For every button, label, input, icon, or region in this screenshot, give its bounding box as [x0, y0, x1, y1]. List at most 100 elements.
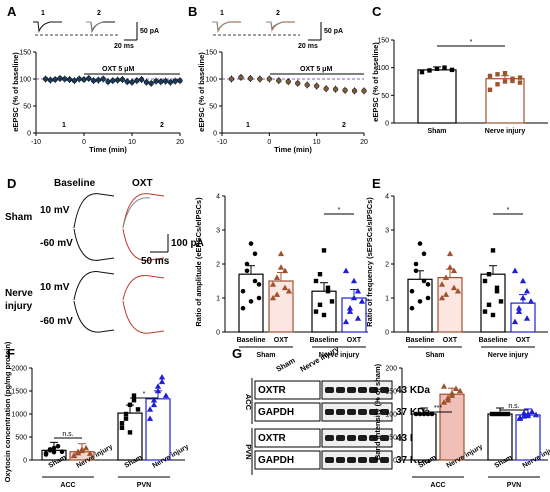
- data-point: [317, 272, 323, 277]
- data-point: [321, 312, 327, 318]
- bar: [510, 302, 536, 333]
- category-label: Baseline: [406, 337, 435, 344]
- panel-letter-c: C: [372, 4, 382, 19]
- blot-col-sham: Sham: [275, 356, 297, 374]
- data-point: [438, 281, 446, 287]
- data-point: [123, 411, 129, 417]
- data-point: [425, 295, 431, 301]
- data-point: [486, 272, 492, 277]
- data-point: [43, 452, 49, 457]
- ticks-d: 0 1 2 3 4: [216, 194, 225, 337]
- trace-d-sham-oxt-overlay-icon: [122, 197, 151, 229]
- category-label: Baseline: [310, 337, 339, 344]
- category-label: Sham: [427, 128, 446, 135]
- blot-lane-box: [321, 402, 393, 422]
- bar: [411, 413, 437, 461]
- trace-a1-icon: [33, 21, 62, 33]
- data-point: [413, 268, 419, 274]
- data-point: [269, 281, 277, 287]
- panel-c-ytick-label: 150: [377, 38, 389, 45]
- data-point: [277, 250, 285, 257]
- d-baseline-label: Baseline: [54, 178, 96, 189]
- data-point: [295, 80, 301, 86]
- data-point: [450, 267, 458, 274]
- data-point: [123, 416, 129, 421]
- trace-d-sham-oxt-down-icon: [122, 228, 165, 261]
- data-point: [135, 407, 141, 412]
- data-point: [158, 373, 166, 380]
- panel-d-bars: 0 1 2 3 4 Baseline OXT Baseline OXT Sham Nerve in…: [194, 194, 368, 359]
- data-point: [158, 79, 164, 85]
- data-point: [276, 77, 282, 84]
- data-point: [449, 67, 455, 73]
- bar: [487, 413, 513, 461]
- bar: [417, 69, 457, 124]
- blot-region-pvn: PVN: [244, 444, 253, 459]
- category-label: OXT: [347, 337, 362, 344]
- panel-c-ytick-label: 50: [381, 93, 389, 100]
- bar: [485, 78, 525, 124]
- panel-e-ytick-label: 0: [385, 330, 389, 337]
- data-point: [257, 76, 263, 82]
- blot-band: [369, 457, 378, 463]
- data-point: [153, 78, 159, 84]
- data-point: [134, 77, 140, 84]
- d-sham-v1: 10 mV: [40, 205, 70, 216]
- data-point: [158, 378, 166, 385]
- data-point: [146, 406, 154, 412]
- data-point: [317, 302, 323, 307]
- blot-band: [380, 457, 389, 463]
- panel-b-ytick-label: 150: [205, 50, 217, 57]
- blot-band: [336, 387, 345, 393]
- data-point: [47, 77, 54, 83]
- data-point: [285, 79, 291, 85]
- blot-region-acc: ACC: [244, 394, 253, 411]
- xlabel-a: Time (min): [89, 145, 127, 154]
- trace-a2-overlay-icon: [86, 21, 104, 32]
- d-injury-v1: 10 mV: [40, 282, 70, 293]
- scalebar-b-amp: 50 pA: [324, 28, 343, 35]
- data-point: [167, 79, 174, 85]
- data-point: [150, 401, 158, 408]
- data-point: [425, 282, 431, 287]
- xtick-label: 0: [82, 139, 86, 146]
- data-point: [446, 250, 454, 257]
- panel-letter-a: A: [7, 4, 17, 19]
- data-point: [517, 80, 523, 85]
- ylabel-c: eEPSC (% of baseline): [371, 42, 380, 122]
- group-label: Nerve injury: [319, 352, 360, 359]
- blot-band: [380, 409, 389, 415]
- data-point: [456, 387, 464, 394]
- bars-c: Sham Nerve injury *: [417, 39, 525, 135]
- blot-box: [254, 450, 321, 470]
- panel-g-ytick-label: 50: [389, 435, 397, 442]
- trace-b1-overlay-icon: [212, 21, 230, 32]
- data-point: [450, 284, 458, 291]
- data-point: [114, 77, 121, 83]
- data-point: [354, 315, 362, 321]
- data-point: [252, 278, 258, 284]
- data-point: [323, 86, 329, 92]
- category-label: Baseline: [237, 337, 266, 344]
- data-point: [119, 421, 125, 426]
- blot-band-name: OXTR: [258, 433, 287, 444]
- xlabel-b: Time (min): [274, 145, 312, 154]
- xtick-label: 20: [360, 139, 368, 146]
- marker-a-2: 2: [160, 122, 164, 129]
- data-point: [342, 87, 348, 93]
- data-point: [162, 78, 169, 84]
- data-point: [350, 277, 358, 284]
- panel-e-ytick-label: 2: [385, 262, 389, 269]
- points-a: [42, 74, 183, 87]
- blot-lane-box: [321, 450, 393, 470]
- trace-d-sham-base-down-icon: [73, 228, 115, 261]
- d-injury-label-1: Nerve: [5, 288, 33, 299]
- data-point: [487, 73, 493, 79]
- bar: [268, 280, 294, 333]
- data-point: [332, 86, 339, 92]
- data-point: [527, 298, 535, 304]
- data-point: [71, 77, 78, 84]
